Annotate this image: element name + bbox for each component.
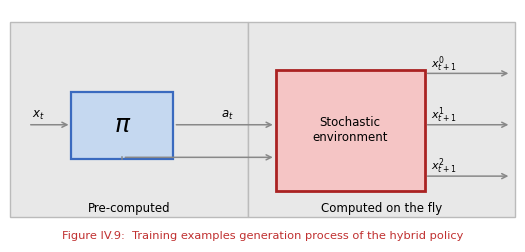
Text: $x_{t+1}^{1}$: $x_{t+1}^{1}$ — [431, 105, 457, 125]
Text: Stochastic
environment: Stochastic environment — [312, 116, 388, 144]
Bar — [71, 92, 173, 159]
Text: Computed on the fly: Computed on the fly — [321, 202, 443, 215]
Bar — [248, 22, 516, 217]
Bar — [276, 70, 425, 191]
Text: $a_t$: $a_t$ — [221, 109, 234, 122]
Text: $x_{t+1}^{0}$: $x_{t+1}^{0}$ — [431, 54, 457, 74]
Text: Pre-computed: Pre-computed — [88, 202, 170, 215]
Text: Figure IV.9:  Training examples generation process of the hybrid policy: Figure IV.9: Training examples generatio… — [62, 231, 463, 241]
Bar — [10, 22, 248, 217]
Text: $\pi$: $\pi$ — [114, 113, 131, 137]
Text: $x_t$: $x_t$ — [32, 109, 45, 122]
Text: $x_{t+1}^{2}$: $x_{t+1}^{2}$ — [431, 157, 457, 176]
